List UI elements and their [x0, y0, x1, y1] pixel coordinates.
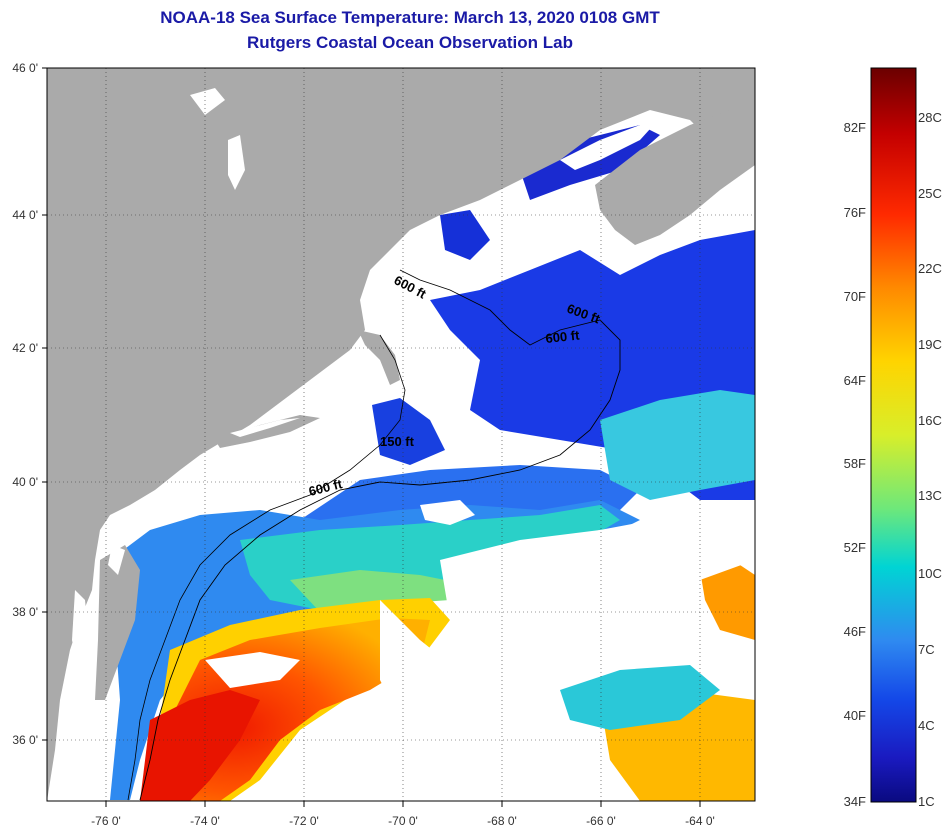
lon-label: -70 0'	[388, 814, 418, 828]
land-delmarva	[95, 545, 140, 700]
colorbar-c-label: 16C	[918, 413, 942, 428]
colorbar-f-label: 46F	[844, 624, 866, 639]
colorbar-c-label: 10C	[918, 566, 942, 581]
water-long-island-sound	[230, 418, 300, 437]
colorbar-f-label: 40F	[844, 708, 866, 723]
land-cape-cod	[358, 330, 400, 385]
depth-label: 150 ft	[380, 434, 415, 449]
cloud-patch	[555, 530, 640, 620]
cloud-patch	[380, 600, 560, 801]
cold-water-cape-cod	[372, 398, 445, 465]
warm-eddies-east	[700, 565, 755, 640]
water-delaware-bay	[108, 545, 125, 575]
map-subtitle: Rutgers Coastal Ocean Observation Lab	[247, 33, 573, 52]
depth-contour-150ft	[127, 334, 406, 801]
lon-label: -72 0'	[289, 814, 319, 828]
water-bay-of-fundy	[560, 118, 660, 170]
color-scale-bar	[870, 67, 917, 803]
lon-label: -74 0'	[190, 814, 220, 828]
colorbar-f-label: 52F	[844, 540, 866, 555]
lat-label: 44 0'	[12, 208, 38, 222]
colorbar-f-label: 58F	[844, 456, 866, 471]
lat-label: 36 0'	[12, 733, 38, 747]
map-title: NOAA-18 Sea Surface Temperature: March 1…	[160, 8, 660, 27]
map-frame	[46, 67, 756, 802]
cloud-patch	[420, 500, 475, 525]
colorbar-f-label: 70F	[844, 289, 866, 304]
colorbar-c-label: 19C	[918, 337, 942, 352]
colorbar-f-label: 34F	[844, 794, 866, 809]
colorbar-c-label: 4C	[918, 718, 935, 733]
water-chesapeake	[72, 590, 95, 720]
lon-label: -76 0'	[91, 814, 121, 828]
land-long-island	[215, 415, 320, 448]
depth-contour-600ft	[139, 269, 621, 801]
lat-label: 38 0'	[12, 605, 38, 619]
colorbar-c-label: 22C	[918, 261, 942, 276]
axis-ticks	[42, 67, 701, 807]
colorbar-c-label: 28C	[918, 110, 942, 125]
water-bay	[190, 88, 225, 115]
colorbar-c-label: 13C	[918, 488, 942, 503]
lat-label: 46 0'	[12, 61, 38, 75]
slope-water-east	[600, 390, 755, 500]
land-mainland	[47, 68, 755, 801]
colorbar-c-label: 1C	[918, 794, 935, 809]
map-area	[47, 68, 755, 801]
lat-label: 40 0'	[12, 475, 38, 489]
lat-label: 42 0'	[12, 341, 38, 355]
lon-label: -68 0'	[487, 814, 517, 828]
cyan-water-southeast	[560, 665, 720, 730]
colorbar-f-label: 82F	[844, 120, 866, 135]
gulf-stream-core	[140, 690, 260, 801]
water-bay	[228, 135, 245, 190]
land-nova-scotia	[595, 110, 755, 245]
lon-label: -66 0'	[586, 814, 616, 828]
colorbar-c-label: 7C	[918, 642, 935, 657]
colorbar-f-label: 64F	[844, 373, 866, 388]
lon-label: -64 0'	[685, 814, 715, 828]
colorbar-f-label: 76F	[844, 205, 866, 220]
cloud-patch	[205, 652, 300, 688]
cold-water-maine-coast	[440, 210, 490, 260]
depth-label: 600 ft	[545, 327, 581, 346]
colorbar-c-label: 25C	[918, 186, 942, 201]
